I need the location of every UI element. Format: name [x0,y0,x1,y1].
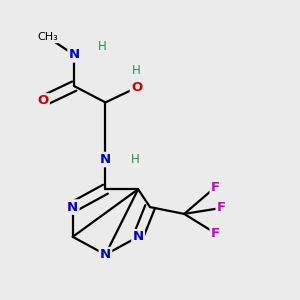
Text: H: H [132,64,141,77]
Text: O: O [38,94,49,107]
Text: CH₃: CH₃ [37,32,58,42]
Text: F: F [217,202,226,214]
Text: N: N [100,153,111,166]
Text: O: O [131,81,142,94]
Text: N: N [69,48,80,62]
Text: F: F [211,227,220,240]
Text: N: N [67,201,78,214]
Text: N: N [100,248,111,261]
Text: F: F [211,181,220,194]
Text: H: H [98,40,107,53]
Text: H: H [131,153,140,166]
Text: N: N [133,230,144,243]
